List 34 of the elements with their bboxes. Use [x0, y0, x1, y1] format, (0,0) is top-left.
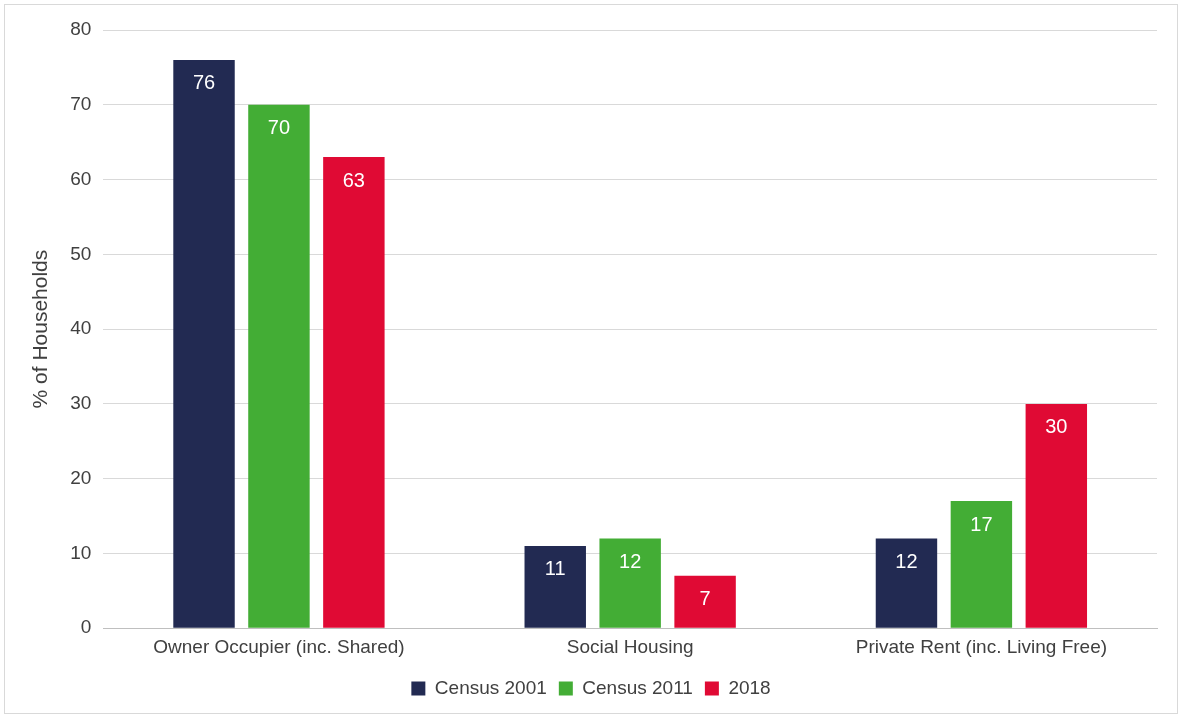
data-label: 63 — [342, 168, 365, 191]
bar — [950, 501, 1013, 628]
legend-label: 2018 — [728, 676, 771, 698]
bar — [173, 59, 235, 628]
data-label: 30 — [1045, 415, 1068, 438]
bar — [875, 538, 938, 628]
y-tick-label: 70 — [70, 93, 92, 115]
bar — [323, 157, 385, 628]
x-tick-label: Private Rent (inc. Living Free) — [855, 635, 1108, 657]
y-tick-label: 80 — [70, 18, 92, 40]
y-tick-label: 50 — [70, 242, 92, 264]
y-tick-label: 60 — [70, 167, 92, 189]
bar — [248, 104, 310, 628]
y-tick-label: 10 — [70, 541, 92, 563]
bar — [674, 575, 736, 628]
x-tick-label: Social Housing — [566, 635, 694, 657]
x-tick-label: Owner Occupier (inc. Shared) — [153, 635, 405, 657]
bar — [524, 545, 586, 628]
data-label: 11 — [544, 557, 566, 580]
legend-label: Census 2011 — [582, 676, 693, 698]
y-tick-label: 20 — [70, 466, 92, 488]
data-label: 12 — [895, 549, 918, 572]
y-tick-label: 0 — [80, 616, 92, 638]
data-label: 12 — [619, 549, 642, 572]
y-tick-label: 30 — [70, 392, 92, 414]
y-tick-label: 40 — [70, 317, 92, 339]
data-label: 70 — [267, 116, 291, 139]
bar — [599, 538, 661, 628]
data-label: 76 — [192, 71, 216, 94]
data-label: 7 — [699, 587, 711, 610]
legend-label: Census 2001 — [434, 676, 547, 698]
data-label: 17 — [970, 512, 993, 535]
bar — [1025, 403, 1088, 628]
y-axis-title: % of Households — [28, 249, 52, 409]
